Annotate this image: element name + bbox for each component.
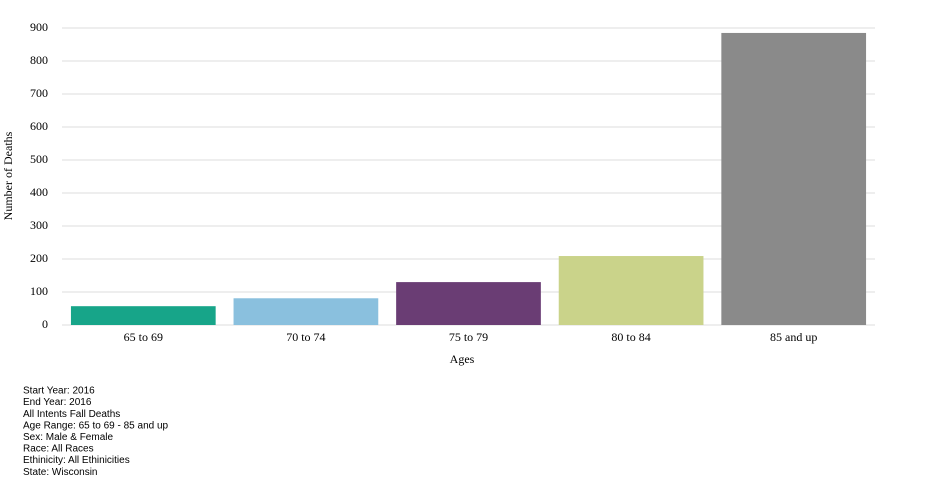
- filter-note: Race: All Races: [23, 444, 94, 455]
- y-tick-label: 200: [30, 251, 48, 265]
- x-tick-label: 65 to 69: [124, 330, 163, 344]
- filter-note: Start Year: 2016: [23, 386, 95, 397]
- x-tick-label: 75 to 79: [449, 330, 488, 344]
- filter-note: Ethinicity: All Ethinicities: [23, 455, 130, 466]
- filter-note: End Year: 2016: [23, 397, 92, 408]
- bar: [233, 298, 379, 325]
- y-tick-label: 300: [30, 218, 48, 232]
- y-tick-label: 400: [30, 185, 48, 199]
- y-tick-label: 600: [30, 119, 48, 133]
- bar: [558, 256, 704, 325]
- filter-note: All Intents Fall Deaths: [23, 409, 120, 420]
- y-tick-label: 500: [30, 152, 48, 166]
- bar: [396, 282, 541, 325]
- bar: [721, 32, 867, 325]
- filter-note: Age Range: 65 to 69 - 85 and up: [23, 420, 169, 431]
- x-tick-label: 70 to 74: [286, 330, 325, 344]
- x-axis-title: Ages: [450, 352, 475, 366]
- y-tick-label: 800: [30, 53, 48, 67]
- filter-note: Sex: Male & Female: [23, 432, 113, 443]
- x-tick-label: 80 to 84: [611, 330, 650, 344]
- filter-note: State: Wisconsin: [23, 467, 97, 478]
- bar: [70, 306, 216, 325]
- x-tick-label: 85 and up: [770, 330, 817, 344]
- y-axis-title: Number of Deaths: [1, 131, 15, 220]
- y-tick-label: 700: [30, 86, 48, 100]
- y-tick-label: 900: [30, 20, 48, 34]
- y-tick-label: 100: [30, 284, 48, 298]
- y-tick-label: 0: [42, 317, 48, 331]
